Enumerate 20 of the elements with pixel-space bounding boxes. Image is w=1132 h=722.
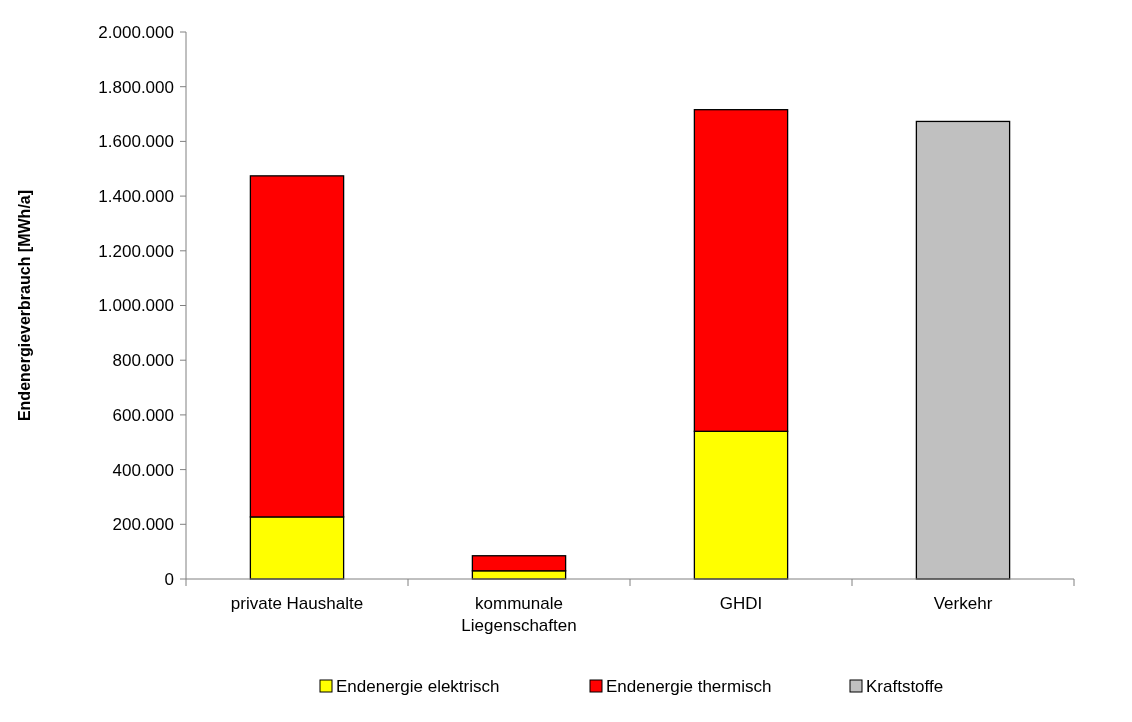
x-tick-label: GHDI: [719, 594, 763, 613]
bar: [915, 120, 1011, 580]
y-tick-label: 1.600.000: [98, 132, 174, 152]
y-tick-label: 1.200.000: [98, 241, 174, 261]
y-tick-label: 1.400.000: [98, 187, 174, 207]
y-tick-label: 600.000: [112, 405, 174, 425]
legend-label: Endenergie elektrisch: [336, 677, 500, 696]
y-tick-label: 400.000: [112, 460, 174, 480]
y-tick-label: 2.000.000: [98, 22, 174, 42]
y-tick-label: 1.000.000: [98, 296, 174, 316]
y-axis-title: Endenergieverbrauch [MWh/a]: [16, 189, 33, 422]
x-tick-label: kommunale Liegenschaften: [461, 594, 577, 635]
x-tick-label: private Haushalte: [230, 594, 364, 613]
x-tick-label: Verkehr: [933, 594, 993, 613]
legend-label: Kraftstoffe: [866, 677, 944, 696]
legend-label: Endenergie thermisch: [606, 677, 772, 696]
y-tick-label: 800.000: [112, 351, 174, 371]
y-tick-label: 0: [164, 569, 174, 589]
y-tick-label: 1.800.000: [98, 77, 174, 97]
y-tick-label: 200.000: [112, 515, 174, 535]
